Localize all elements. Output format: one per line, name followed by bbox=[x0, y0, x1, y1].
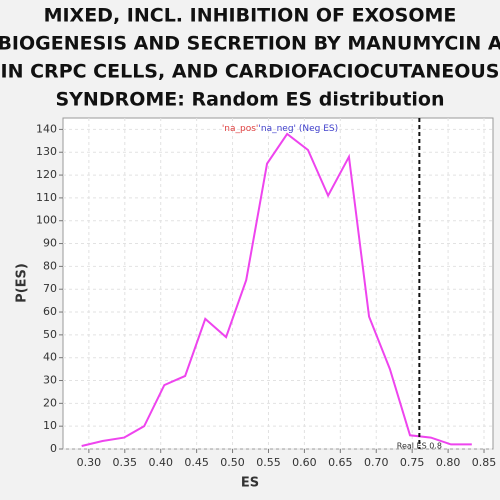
real-es-label: Real ES 0.8 bbox=[397, 442, 442, 451]
y-tick-label: 50 bbox=[43, 328, 57, 341]
x-tick-label: 0.55 bbox=[256, 456, 281, 469]
y-tick-label: 0 bbox=[50, 442, 57, 455]
chart-title: IN CRPC CELLS, AND CARDIOFACIOCUTANEOUS bbox=[1, 61, 500, 83]
x-tick-label: 0.70 bbox=[364, 456, 389, 469]
y-axis-label: P(ES) bbox=[15, 263, 30, 303]
x-axis-label: ES bbox=[241, 476, 259, 491]
y-tick-label: 70 bbox=[43, 282, 57, 295]
y-tick-label: 140 bbox=[36, 122, 57, 135]
y-tick-label: 90 bbox=[43, 237, 57, 250]
y-tick-label: 130 bbox=[36, 145, 57, 158]
x-tick-label: 0.60 bbox=[292, 456, 317, 469]
plot-area bbox=[62, 117, 494, 450]
y-tick-label: 100 bbox=[36, 214, 57, 227]
y-tick-label: 40 bbox=[43, 351, 57, 364]
legend-entry: 'na_pos' bbox=[222, 124, 259, 134]
y-tick-label: 20 bbox=[43, 396, 57, 409]
y-tick-label: 30 bbox=[43, 374, 57, 387]
y-tick-label: 80 bbox=[43, 259, 57, 272]
x-tick-label: 0.35 bbox=[113, 456, 138, 469]
x-tick-label: 0.80 bbox=[436, 456, 461, 469]
y-tick-label: 60 bbox=[43, 305, 57, 318]
y-tick-label: 10 bbox=[43, 419, 57, 432]
x-tick-label: 0.45 bbox=[184, 456, 209, 469]
chart-title: MIXED, INCL. INHIBITION OF EXOSOME bbox=[44, 5, 457, 27]
legend-entry: 'na_neg' (Neg ES) bbox=[258, 124, 338, 134]
x-tick-label: 0.75 bbox=[400, 456, 425, 469]
x-tick-label: 0.85 bbox=[472, 456, 497, 469]
x-tick-label: 0.65 bbox=[328, 456, 353, 469]
x-tick-label: 0.30 bbox=[77, 456, 102, 469]
legend: 'na_pos''na_neg' (Neg ES) bbox=[222, 124, 338, 134]
y-tick-label: 110 bbox=[36, 191, 57, 204]
x-tick-label: 0.40 bbox=[148, 456, 173, 469]
x-tick-label: 0.50 bbox=[220, 456, 245, 469]
y-tick-label: 120 bbox=[36, 168, 57, 181]
chart-title: BIOGENESIS AND SECRETION BY MANUMYCIN A bbox=[0, 33, 500, 55]
chart-title: SYNDROME: Random ES distribution bbox=[55, 89, 444, 111]
series-line bbox=[81, 132, 472, 448]
